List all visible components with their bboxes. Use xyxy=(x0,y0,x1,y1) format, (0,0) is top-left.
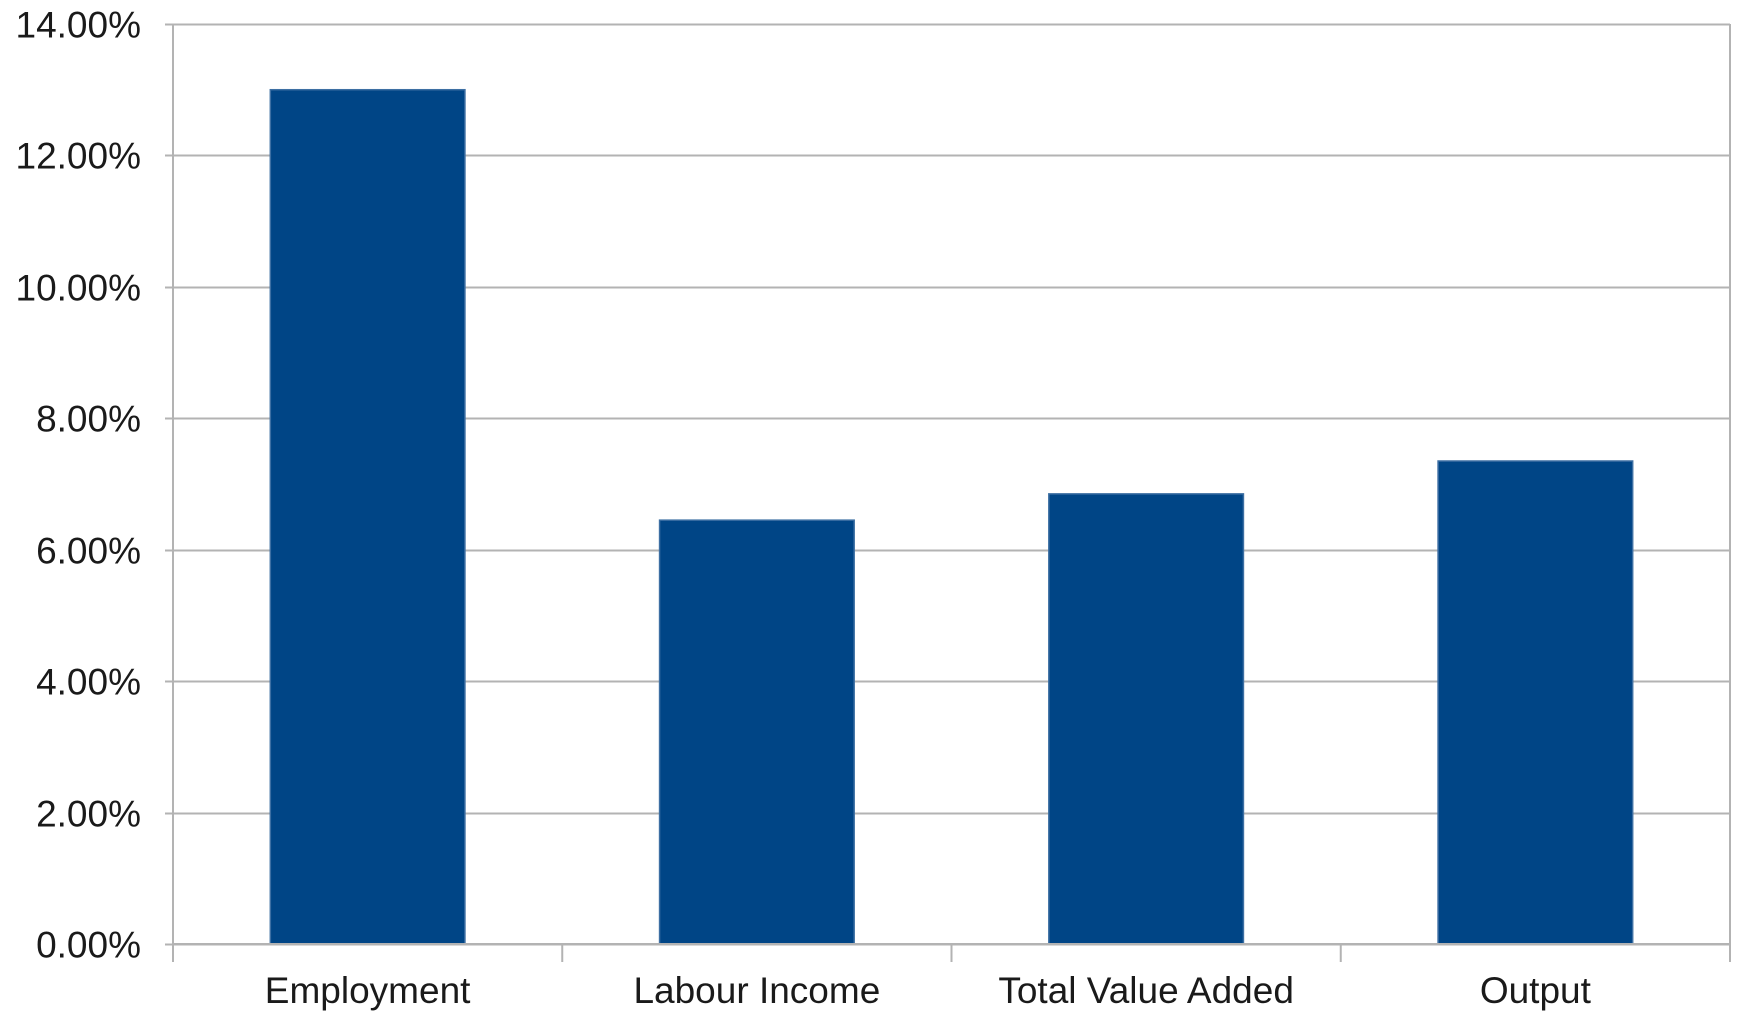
bars xyxy=(269,88,1634,945)
x-category-label: Output xyxy=(1480,970,1592,1011)
bar-output xyxy=(1437,460,1634,945)
y-tick-label: 14.00% xyxy=(16,5,142,46)
y-tick-label: 6.00% xyxy=(36,531,141,572)
y-tick-label: 2.00% xyxy=(36,794,141,835)
y-tick-label: 8.00% xyxy=(36,399,141,440)
y-tick-label: 0.00% xyxy=(36,925,141,966)
x-category-labels: Employment Labour Income Total Value Added… xyxy=(265,970,1592,1011)
bar-employment xyxy=(269,88,466,945)
bar-total-value-added xyxy=(1048,493,1245,945)
x-category-label: Total Value Added xyxy=(998,970,1294,1011)
axes xyxy=(165,23,1731,962)
y-tick-label: 4.00% xyxy=(36,662,141,703)
x-category-label: Employment xyxy=(265,970,471,1011)
bar-labour-income xyxy=(658,519,855,945)
y-tick-label: 12.00% xyxy=(16,136,142,177)
y-tick-label: 10.00% xyxy=(16,268,142,309)
x-category-label: Labour Income xyxy=(633,970,880,1011)
y-tick-labels: 0.00% 2.00% 4.00% 6.00% 8.00% 10.00% 12.00% 14.… xyxy=(16,5,142,966)
